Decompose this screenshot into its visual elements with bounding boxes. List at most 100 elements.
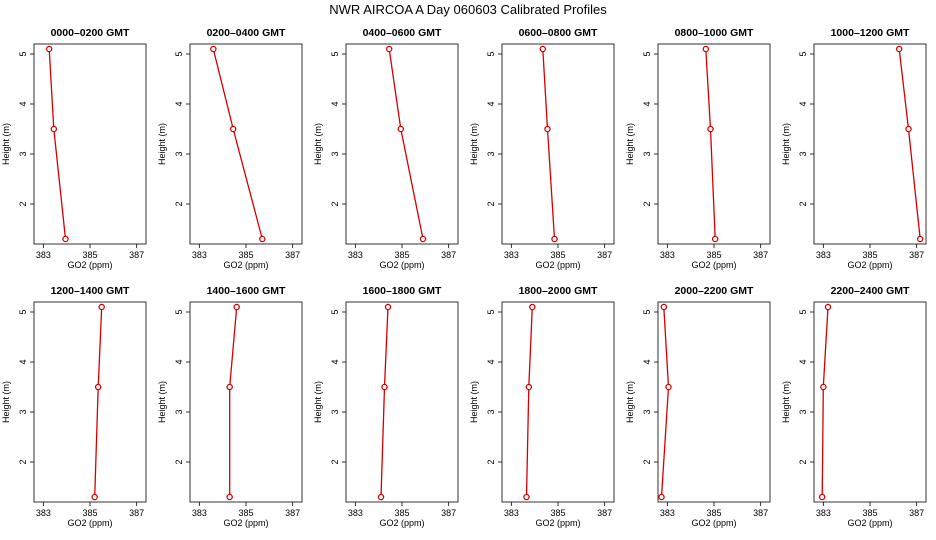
profile-line <box>542 48 556 240</box>
x-tick-label: 387 <box>753 250 768 260</box>
y-tick-label: 4 <box>486 101 496 106</box>
y-tick-label: 4 <box>174 101 184 106</box>
x-axis-label: GO2 (ppm) <box>379 518 424 528</box>
profile-point <box>818 493 826 501</box>
plot-frame <box>189 301 303 503</box>
profile-point <box>94 383 102 391</box>
profile-point <box>707 125 714 133</box>
x-tick-label: 387 <box>909 250 924 260</box>
panel-title: 1000–1200 GMT <box>831 27 910 39</box>
profile-point <box>381 383 388 391</box>
panel-title: 1400–1600 GMT <box>207 285 286 297</box>
plot-frame <box>33 301 147 503</box>
y-tick-label: 5 <box>330 51 340 56</box>
y-axis-label: Height (m) <box>157 123 167 165</box>
x-axis-label: GO2 (ppm) <box>535 518 580 528</box>
y-tick-label: 4 <box>330 359 340 364</box>
y-tick-label: 5 <box>174 309 184 314</box>
profile-point <box>384 303 392 311</box>
y-tick-label: 2 <box>330 201 340 206</box>
profile-point <box>660 303 668 311</box>
x-tick-label: 385 <box>394 508 409 518</box>
y-axis-label: Height (m) <box>469 381 479 423</box>
x-tick-label: 383 <box>36 250 51 260</box>
profile-line <box>525 306 533 498</box>
profile-point <box>820 383 827 391</box>
y-tick-label: 3 <box>486 409 496 414</box>
panel-title: 2000–2200 GMT <box>675 285 754 297</box>
panel-title: 1200–1400 GMT <box>51 285 130 297</box>
plot-frame <box>189 43 303 245</box>
y-tick-label: 4 <box>642 101 652 106</box>
x-tick-label: 387 <box>441 508 456 518</box>
y-tick-label: 2 <box>174 201 184 206</box>
panel-title: 0000–0200 GMT <box>51 27 130 39</box>
plot-frame <box>345 301 459 503</box>
y-axis-label: Height (m) <box>1 381 11 423</box>
x-tick-label: 387 <box>129 508 144 518</box>
x-axis-label: GO2 (ppm) <box>223 260 268 270</box>
y-axis-label: Height (m) <box>625 381 635 423</box>
panel-title: 2200–2400 GMT <box>831 285 910 297</box>
y-tick-label: 4 <box>642 359 652 364</box>
y-tick-label: 4 <box>330 101 340 106</box>
y-tick-label: 5 <box>486 309 496 314</box>
profile-point <box>98 303 105 311</box>
profile-point <box>62 235 69 243</box>
profile-point <box>91 493 98 501</box>
y-tick-label: 5 <box>642 51 652 56</box>
x-tick-label: 385 <box>82 250 97 260</box>
profile-line <box>898 48 921 240</box>
profile-line <box>212 48 263 240</box>
x-axis-label: GO2 (ppm) <box>67 260 112 270</box>
profile-point <box>529 303 536 311</box>
y-axis-label: Height (m) <box>313 381 323 423</box>
x-axis-label: GO2 (ppm) <box>379 260 424 270</box>
y-tick-label: 3 <box>174 409 184 414</box>
x-axis-label: GO2 (ppm) <box>535 260 580 270</box>
x-tick-label: 383 <box>660 508 675 518</box>
x-axis-label: GO2 (ppm) <box>67 518 112 528</box>
y-tick-label: 4 <box>174 359 184 364</box>
profile-line <box>48 48 67 240</box>
x-axis-label: GO2 (ppm) <box>847 518 892 528</box>
y-tick-label: 5 <box>18 309 28 314</box>
panel-title: 1800–2000 GMT <box>519 285 598 297</box>
profile-point <box>226 493 233 501</box>
profile-point <box>233 303 240 311</box>
x-tick-label: 385 <box>550 250 565 260</box>
plot-frame <box>813 43 927 245</box>
y-tick-label: 3 <box>642 409 652 414</box>
y-tick-label: 4 <box>798 359 808 364</box>
x-tick-label: 385 <box>862 250 877 260</box>
x-tick-label: 385 <box>238 508 253 518</box>
y-tick-label: 4 <box>486 359 496 364</box>
x-tick-label: 383 <box>504 508 519 518</box>
x-tick-label: 383 <box>192 250 207 260</box>
x-tick-label: 383 <box>36 508 51 518</box>
y-tick-label: 2 <box>330 459 340 464</box>
x-tick-label: 385 <box>706 508 721 518</box>
y-tick-label: 2 <box>798 201 808 206</box>
x-tick-label: 383 <box>504 250 519 260</box>
y-tick-label: 2 <box>174 459 184 464</box>
profile-point <box>525 383 533 391</box>
y-tick-label: 3 <box>798 409 808 414</box>
panel-title: 0600–0800 GMT <box>519 27 598 39</box>
y-axis-label: Height (m) <box>313 123 323 165</box>
x-tick-label: 387 <box>909 508 924 518</box>
y-tick-label: 5 <box>18 51 28 56</box>
profile-point <box>658 493 665 501</box>
plot-frame <box>501 301 615 503</box>
y-axis-label: Height (m) <box>625 123 635 165</box>
panel-title: 0400–0600 GMT <box>363 27 442 39</box>
y-tick-label: 3 <box>18 151 28 156</box>
profile-point <box>895 45 903 53</box>
profile-point <box>259 235 266 243</box>
y-tick-label: 5 <box>486 51 496 56</box>
y-tick-label: 3 <box>486 151 496 156</box>
y-tick-label: 4 <box>18 101 28 106</box>
profile-line <box>229 306 238 497</box>
y-tick-label: 3 <box>18 409 28 414</box>
x-tick-label: 385 <box>550 508 565 518</box>
